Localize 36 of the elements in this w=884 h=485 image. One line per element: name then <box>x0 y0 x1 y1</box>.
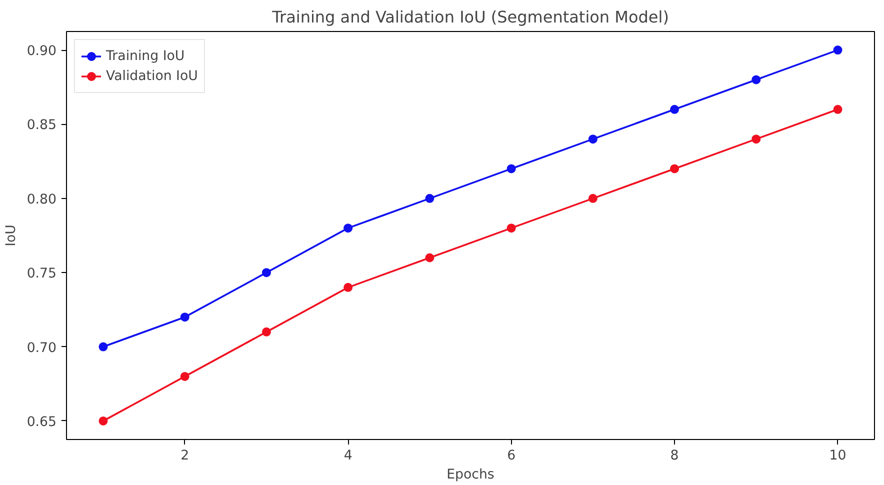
point <box>344 224 353 233</box>
point <box>425 194 434 203</box>
point <box>344 282 353 292</box>
x-tick-label: 2 <box>180 448 190 464</box>
point <box>506 224 516 233</box>
point <box>180 312 190 322</box>
point <box>670 104 680 114</box>
point <box>180 372 190 381</box>
legend-label: Training IoU <box>106 48 185 64</box>
legend-label: Validation IoU <box>106 68 198 84</box>
point <box>588 194 598 203</box>
point <box>588 134 598 144</box>
y-tick-label: 0.80 <box>26 192 57 208</box>
y-tick-label: 0.70 <box>26 340 57 356</box>
x-axis-title: Epochs <box>446 468 494 482</box>
point <box>833 104 842 114</box>
x-tick-label: 4 <box>344 448 352 464</box>
point <box>262 268 271 278</box>
chart-title: Training and Validation IoU (Segmentation Model) <box>271 8 669 26</box>
x-tick-label: 10 <box>829 448 846 464</box>
y-tick-label: 0.90 <box>26 44 57 60</box>
point <box>752 75 761 84</box>
x-tick-label: 8 <box>670 448 679 464</box>
y-tick-label: 0.75 <box>26 266 57 282</box>
point <box>262 327 271 336</box>
x-tick-label: 6 <box>507 448 516 464</box>
point <box>752 134 761 144</box>
y-tick-label: 0.85 <box>26 118 57 134</box>
point <box>670 164 680 174</box>
y-axis-title: IoU <box>4 224 19 246</box>
point <box>833 46 842 55</box>
y-tick-label: 0.65 <box>26 414 57 430</box>
point <box>98 416 108 426</box>
point <box>98 342 108 352</box>
point <box>425 253 434 262</box>
point <box>506 164 516 174</box>
